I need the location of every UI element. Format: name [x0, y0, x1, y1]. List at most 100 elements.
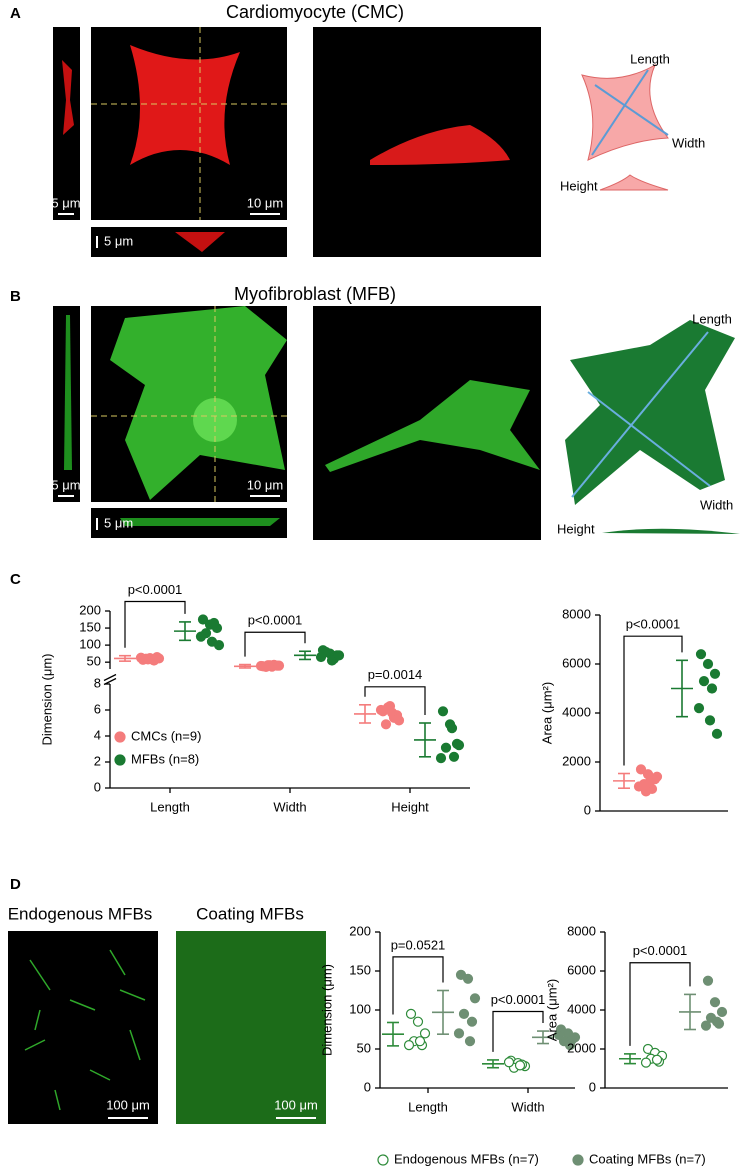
data-point: [695, 649, 707, 660]
y-tick-label: 200: [349, 923, 371, 938]
scale-bar-label: 5 μm: [104, 233, 133, 248]
data-point: [213, 640, 225, 651]
p-value: p=0.0014: [368, 667, 423, 682]
data-point: [698, 676, 710, 687]
significance-bracket: [629, 962, 691, 1046]
y-tick-label: 6000: [567, 962, 596, 977]
texture: [176, 931, 326, 1124]
image-title: Coating MFBs: [196, 904, 304, 923]
data-point: [514, 1060, 526, 1071]
data-point: [448, 751, 460, 762]
data-point: [453, 739, 465, 751]
significance-bracket: [492, 1010, 544, 1052]
legend-marker: [377, 1154, 389, 1166]
data-point: [326, 655, 338, 666]
data-point: [464, 1036, 476, 1047]
y-axis-label: Area (μm²): [539, 682, 554, 744]
legend-label: Coating MFBs (n=7): [589, 1151, 706, 1166]
panel-label: B: [10, 288, 21, 305]
y-tick-label: 0: [94, 779, 101, 794]
data-point: [693, 702, 705, 714]
panel-title: Cardiomyocyte (CMC): [226, 2, 404, 22]
y-axis-label: Area (μm²): [544, 979, 559, 1041]
panel-label: D: [10, 876, 21, 893]
data-point: [380, 719, 392, 730]
p-value: p<0.0001: [248, 613, 303, 628]
schematic-label: Length: [692, 311, 732, 326]
cell-shape: [130, 45, 240, 165]
data-point: [403, 1039, 415, 1051]
panel-label: A: [10, 5, 21, 22]
y-tick-label: 6: [94, 701, 101, 716]
significance-bracket: [364, 686, 426, 715]
data-point: [142, 654, 154, 665]
legend-marker: [572, 1154, 584, 1166]
data-point: [640, 786, 652, 797]
y-tick-label: 4000: [567, 1001, 596, 1016]
x-tick-label: Width: [273, 799, 306, 814]
legend-label: Endogenous MFBs (n=7): [394, 1151, 539, 1166]
y-tick-label: 200: [79, 602, 101, 617]
p-value: p<0.0001: [491, 992, 546, 1007]
data-point: [435, 752, 447, 764]
data-point: [469, 993, 481, 1004]
y-tick-label: 8: [94, 675, 101, 690]
schematic-label: Width: [672, 135, 705, 150]
cell-shape: [325, 380, 540, 472]
data-point: [333, 650, 345, 661]
data-point: [716, 1006, 728, 1018]
y-tick-label: 150: [79, 619, 101, 634]
data-point: [414, 1036, 426, 1047]
y-tick-label: 8000: [562, 606, 591, 621]
data-point: [437, 706, 449, 717]
schematic-cell: [565, 320, 735, 505]
data-point: [702, 975, 714, 986]
legend-label: CMCs (n=9): [131, 728, 201, 743]
data-point: [195, 631, 207, 642]
cell-shape: [64, 315, 72, 470]
data-point: [466, 1016, 478, 1027]
x-tick-label: Length: [408, 1099, 448, 1114]
legend-marker: [114, 731, 126, 743]
micrograph: [176, 931, 326, 1124]
x-tick-label: Width: [511, 1099, 544, 1114]
data-point: [153, 653, 165, 664]
schematic-label: Height: [557, 521, 595, 536]
schematic-label: Length: [630, 51, 670, 66]
data-point: [564, 1039, 576, 1051]
data-point: [700, 1020, 712, 1031]
data-point: [706, 683, 718, 694]
y-axis-label: Dimension (μm): [39, 653, 54, 745]
p-value: p<0.0001: [633, 943, 688, 958]
cell-fibers: [24, 949, 146, 1111]
data-point: [405, 1008, 417, 1020]
y-tick-label: 100: [349, 1001, 371, 1016]
y-tick-label: 2: [94, 753, 101, 768]
data-point: [503, 1057, 515, 1068]
cell-shape: [175, 232, 225, 252]
schematic-arrow: [591, 69, 649, 156]
y-tick-label: 150: [349, 962, 371, 977]
data-point: [711, 728, 723, 739]
scale-bar-label: 100 μm: [106, 1097, 150, 1112]
data-point: [440, 742, 452, 753]
x-tick-label: Length: [150, 799, 190, 814]
significance-bracket: [244, 631, 306, 657]
y-tick-label: 100: [79, 637, 101, 652]
schematic-label: Width: [700, 497, 733, 512]
y-tick-label: 2000: [562, 753, 591, 768]
data-point: [197, 614, 209, 625]
significance-bracket: [623, 635, 683, 766]
schematic-label: Height: [560, 178, 598, 193]
y-tick-label: 2000: [567, 1040, 596, 1055]
schematic-arrow: [587, 391, 711, 487]
data-point: [709, 997, 721, 1008]
scale-bar-label: 10 μm: [247, 477, 283, 492]
data-point: [711, 1016, 723, 1027]
scale-bar-label: 10 μm: [247, 195, 283, 210]
legend-label: MFBs (n=8): [131, 751, 199, 766]
significance-bracket: [392, 956, 444, 1015]
charts: 0 2 4 6 8 50 100 150 200 Dimension (μm) Length p<0.…: [39, 582, 728, 1166]
